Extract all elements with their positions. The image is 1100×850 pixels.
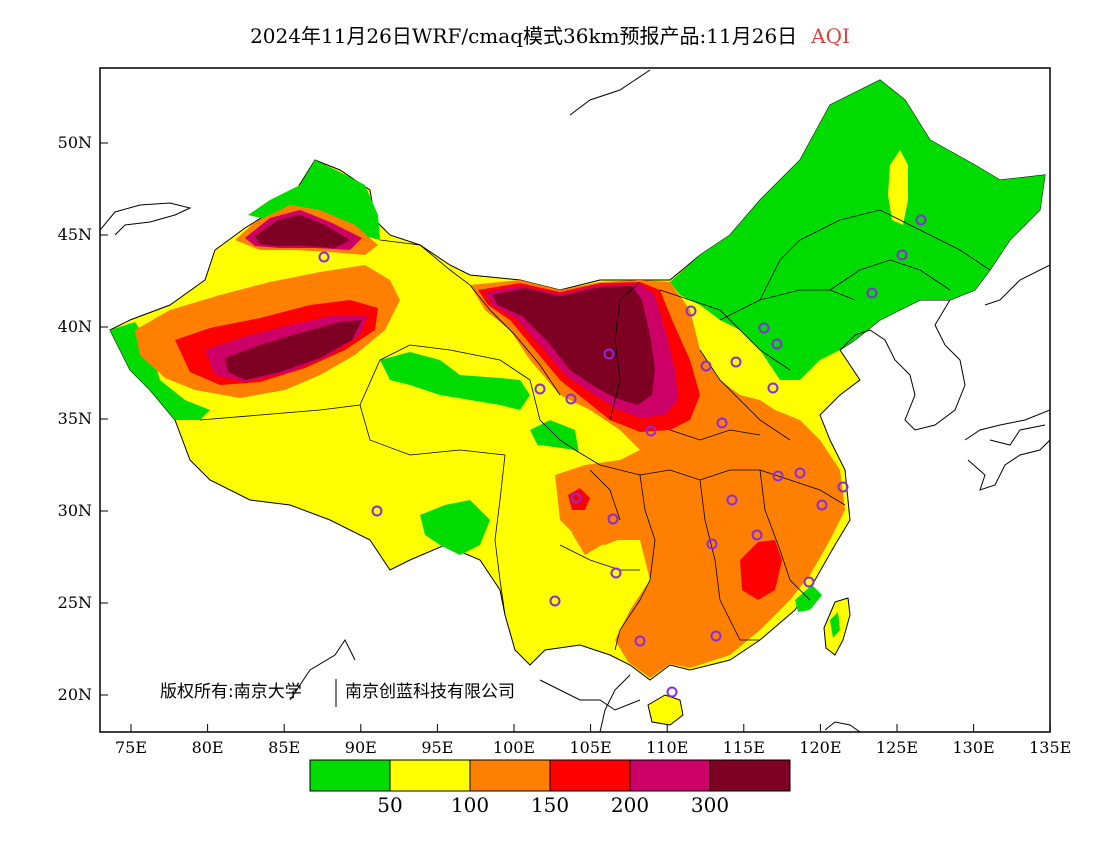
colorbar-label: 150 [531, 793, 569, 817]
station-marker[interactable] [726, 494, 738, 506]
colorbar-swatch [709, 759, 791, 792]
station-marker[interactable] [549, 595, 561, 607]
station-marker[interactable] [730, 356, 742, 368]
latitude-axis: 50N 45N 40N 35N 30N 25N 20N [58, 133, 108, 704]
region-good-xinjiang-west [110, 322, 210, 420]
region-good-northeast [670, 80, 1045, 380]
lat-tick-label: 25N [58, 593, 92, 612]
lon-tick-label: 85E [268, 738, 300, 757]
lon-tick-label: 130E [952, 738, 994, 757]
colorbar-label: 200 [611, 793, 649, 817]
station-marker[interactable] [607, 513, 619, 525]
station-marker[interactable] [570, 492, 582, 504]
station-marker[interactable] [318, 251, 330, 263]
station-marker[interactable] [716, 417, 728, 429]
station-marker[interactable] [710, 630, 722, 642]
station-marker[interactable] [771, 338, 783, 350]
lat-tick-label: 45N [58, 225, 92, 244]
colorbar-swatch [629, 759, 711, 792]
station-marker[interactable] [837, 481, 849, 493]
lat-tick-label: 20N [58, 685, 92, 704]
lon-tick-label: 135E [1029, 738, 1071, 757]
title-product: AQI [811, 24, 850, 48]
copyright-right: 南京创蓝科技有限公司 [345, 682, 515, 702]
longitude-axis: 75E 80E 85E 90E 95E 100E 105E 110E 115E 120E 125E 1… [115, 724, 1071, 757]
station-marker[interactable] [371, 505, 383, 517]
colorbar-swatch [549, 759, 631, 792]
aqi-colorbar: 50 100 150 200 300 [309, 759, 791, 817]
region-hainan [647, 694, 684, 726]
colorbar-swatch [309, 759, 391, 792]
station-marker[interactable] [794, 467, 806, 479]
map-frame [99, 67, 1051, 733]
station-marker[interactable] [534, 383, 546, 395]
lat-tick-label: 30N [58, 501, 92, 520]
colorbar-label: 300 [691, 793, 729, 817]
copyright-left: 版权所有:南京大学 [160, 682, 302, 702]
station-marker[interactable] [816, 499, 828, 511]
lat-tick-label: 50N [58, 133, 92, 152]
station-marker[interactable] [772, 470, 784, 482]
station-marker[interactable] [751, 529, 763, 541]
lon-tick-label: 125E [876, 738, 918, 757]
lon-tick-label: 100E [493, 738, 535, 757]
map-area: 版权所有:南京大学 南京创蓝科技有限公司 [100, 69, 1050, 732]
lat-tick-label: 35N [58, 409, 92, 428]
lon-tick-label: 75E [115, 738, 147, 757]
stations [318, 214, 927, 698]
lat-tick-label: 40N [58, 317, 92, 336]
colorbar-swatch [469, 759, 551, 792]
station-marker[interactable] [866, 287, 878, 299]
region-good-tibet [420, 500, 490, 555]
station-marker[interactable] [896, 249, 908, 261]
colorbar-label: 50 [377, 793, 402, 817]
station-marker[interactable] [610, 567, 622, 579]
station-marker[interactable] [706, 538, 718, 550]
title-text: 2024年11月26日WRF/cmaq模式36km预报产品:11月26日 [250, 24, 798, 48]
lon-tick-label: 105E [569, 738, 611, 757]
region-good-xinjiang-north [248, 160, 380, 240]
region-hazardous-north [492, 286, 655, 405]
station-marker[interactable] [915, 214, 927, 226]
lon-tick-label: 115E [723, 738, 765, 757]
station-marker[interactable] [603, 348, 615, 360]
lon-tick-label: 80E [192, 738, 224, 757]
station-marker[interactable] [685, 305, 697, 317]
province-boundaries [199, 209, 991, 651]
region-hazardous-junggar [255, 215, 350, 248]
station-marker[interactable] [645, 425, 657, 437]
station-marker[interactable] [634, 635, 646, 647]
lon-tick-label: 90E [345, 738, 377, 757]
region-moderate-heilongjiang [888, 150, 908, 225]
lon-tick-label: 95E [421, 738, 453, 757]
region-good-taiwan [830, 612, 840, 638]
lon-tick-label: 110E [646, 738, 688, 757]
colorbar-swatch [389, 759, 471, 792]
station-marker[interactable] [767, 382, 779, 394]
station-marker[interactable] [565, 393, 577, 405]
lon-tick-label: 120E [799, 738, 841, 757]
region-unhealthy-jiangxi [740, 540, 782, 600]
region-good-qinghai [380, 352, 530, 410]
region-hazardous-tarim [225, 320, 362, 380]
region-sensitive-sichuan-basin [555, 460, 645, 545]
station-marker[interactable] [803, 576, 815, 588]
coastlines [100, 69, 1050, 732]
station-marker[interactable] [666, 686, 678, 698]
station-marker[interactable] [700, 360, 712, 372]
station-marker[interactable] [758, 322, 770, 334]
colorbar-label: 100 [451, 793, 489, 817]
map-title: 2024年11月26日WRF/cmaq模式36km预报产品:11月26日 AQI [0, 20, 1100, 49]
